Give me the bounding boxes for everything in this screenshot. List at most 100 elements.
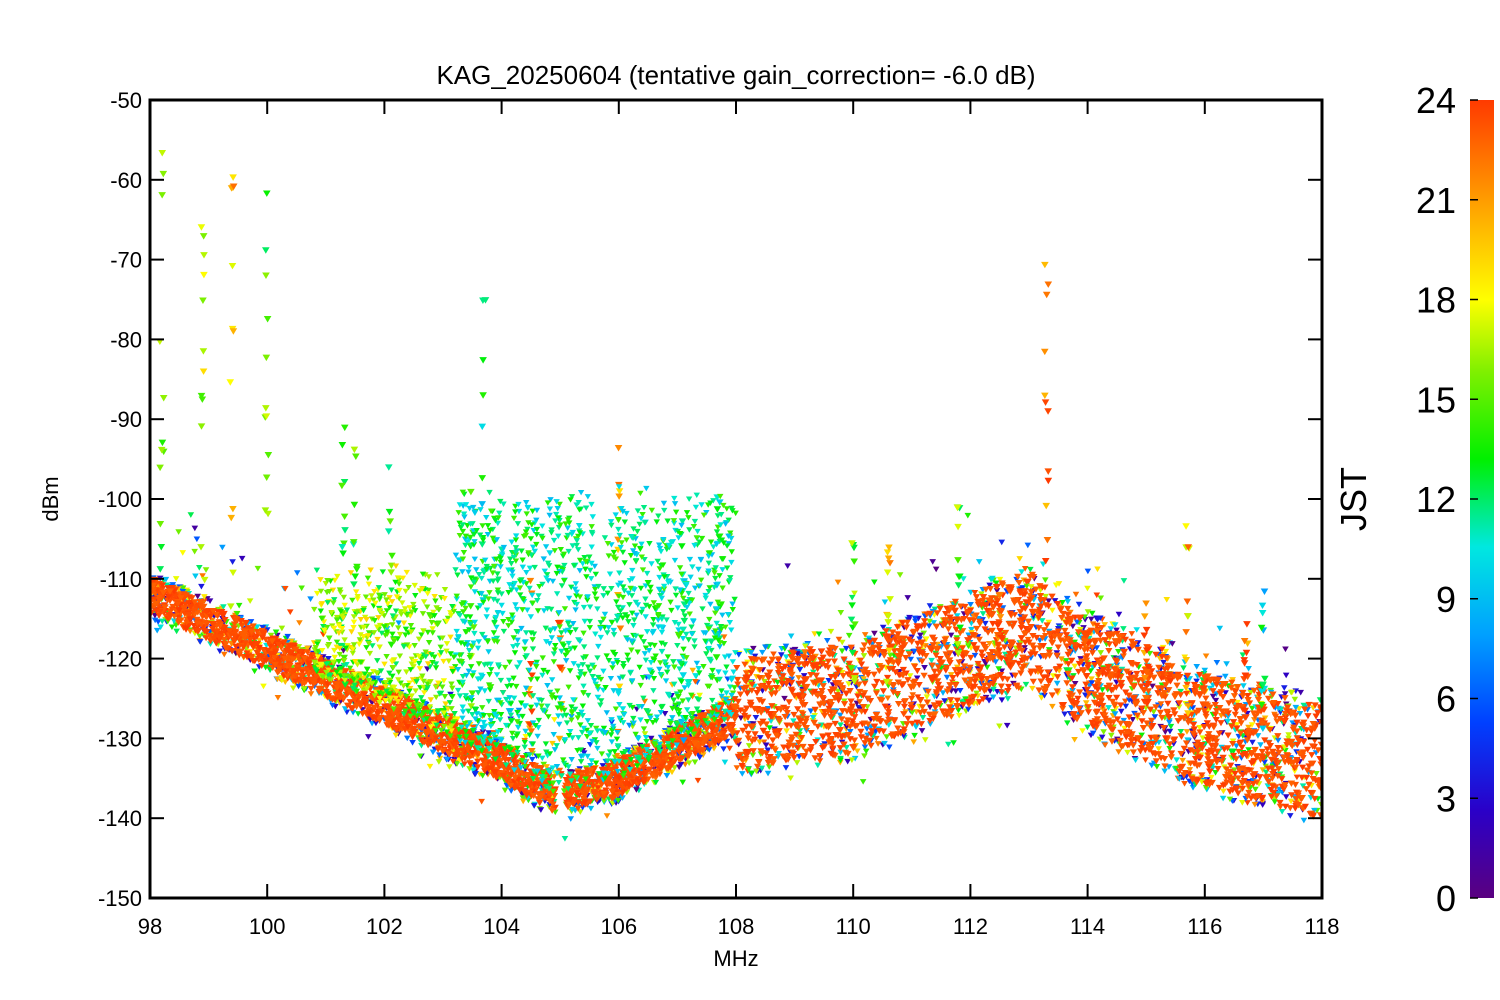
data-point xyxy=(1217,720,1225,727)
data-point xyxy=(782,765,790,771)
data-point xyxy=(889,659,898,666)
data-point xyxy=(1099,702,1107,709)
data-point xyxy=(870,683,879,690)
data-point xyxy=(562,777,570,784)
data-point xyxy=(646,766,654,773)
data-point xyxy=(929,642,937,649)
data-point xyxy=(1117,702,1125,709)
data-point xyxy=(911,732,918,739)
data-point xyxy=(912,618,919,625)
data-point xyxy=(909,692,917,698)
data-point xyxy=(970,642,978,649)
data-point xyxy=(1142,757,1149,763)
data-point xyxy=(194,593,201,600)
data-point xyxy=(1038,695,1045,701)
data-point xyxy=(812,738,820,746)
data-point xyxy=(1115,649,1122,655)
data-point xyxy=(926,618,933,625)
data-point xyxy=(1003,676,1012,683)
data-point xyxy=(290,652,299,659)
data-point xyxy=(1094,566,1101,573)
data-point xyxy=(864,695,872,702)
data-point xyxy=(1230,767,1238,773)
data-point xyxy=(1167,723,1175,730)
data-point xyxy=(1215,730,1223,737)
data-point xyxy=(220,604,227,610)
data-point xyxy=(962,650,970,657)
data-point xyxy=(1059,705,1067,712)
data-point xyxy=(301,686,308,692)
data-point xyxy=(1165,687,1173,694)
data-point xyxy=(874,741,882,747)
data-point xyxy=(992,580,1000,587)
data-point xyxy=(266,650,274,657)
data-point xyxy=(192,573,199,580)
data-point xyxy=(854,748,861,755)
data-point xyxy=(1128,631,1136,637)
data-point xyxy=(890,718,898,725)
data-point xyxy=(1185,771,1193,778)
data-point xyxy=(220,651,228,658)
data-point xyxy=(519,782,527,789)
data-point xyxy=(980,682,988,689)
data-point xyxy=(1287,798,1295,805)
data-point xyxy=(884,695,892,702)
data-point xyxy=(1162,648,1170,655)
data-point xyxy=(1137,740,1146,747)
data-point xyxy=(186,628,194,635)
data-point xyxy=(964,640,972,647)
data-point xyxy=(986,582,993,589)
data-point xyxy=(982,694,990,701)
data-point xyxy=(702,730,709,737)
data-point xyxy=(1063,667,1070,673)
data-point xyxy=(256,637,263,644)
data-point xyxy=(1162,655,1170,662)
data-point xyxy=(966,676,975,683)
data-point xyxy=(947,672,955,678)
data-point xyxy=(1008,623,1017,630)
data-point xyxy=(1211,753,1219,760)
data-point xyxy=(1011,672,1019,679)
data-point xyxy=(1075,601,1083,608)
data-point xyxy=(882,628,890,635)
data-point xyxy=(1293,749,1300,755)
data-point xyxy=(705,747,713,753)
data-point xyxy=(832,732,840,739)
data-point xyxy=(1248,705,1256,712)
data-point xyxy=(1291,696,1299,703)
data-point xyxy=(860,642,868,649)
data-point xyxy=(1282,646,1289,653)
data-point xyxy=(1211,711,1220,718)
data-point xyxy=(886,637,895,645)
data-point xyxy=(1052,582,1060,589)
data-point xyxy=(1077,710,1085,717)
data-point xyxy=(902,655,910,662)
data-point xyxy=(1291,768,1299,775)
data-point xyxy=(1081,617,1089,623)
data-point xyxy=(1202,695,1210,702)
data-point xyxy=(736,691,745,698)
data-point xyxy=(1166,728,1174,735)
data-point xyxy=(694,777,702,784)
data-point xyxy=(1120,653,1127,660)
data-point xyxy=(1236,716,1245,723)
data-point xyxy=(1190,760,1198,767)
data-point xyxy=(442,701,449,707)
data-point xyxy=(859,779,867,785)
data-point xyxy=(340,662,348,669)
data-point xyxy=(567,816,575,822)
data-point xyxy=(1133,627,1141,633)
data-point xyxy=(837,757,844,764)
data-point xyxy=(807,708,815,715)
data-point xyxy=(768,703,776,710)
data-point xyxy=(1314,710,1322,717)
data-point xyxy=(747,649,755,656)
data-point xyxy=(1061,627,1069,634)
data-point xyxy=(841,749,850,756)
data-point xyxy=(751,653,759,660)
data-point xyxy=(871,579,878,586)
data-point xyxy=(1148,762,1156,769)
data-point xyxy=(1287,689,1295,696)
data-point xyxy=(286,609,294,615)
